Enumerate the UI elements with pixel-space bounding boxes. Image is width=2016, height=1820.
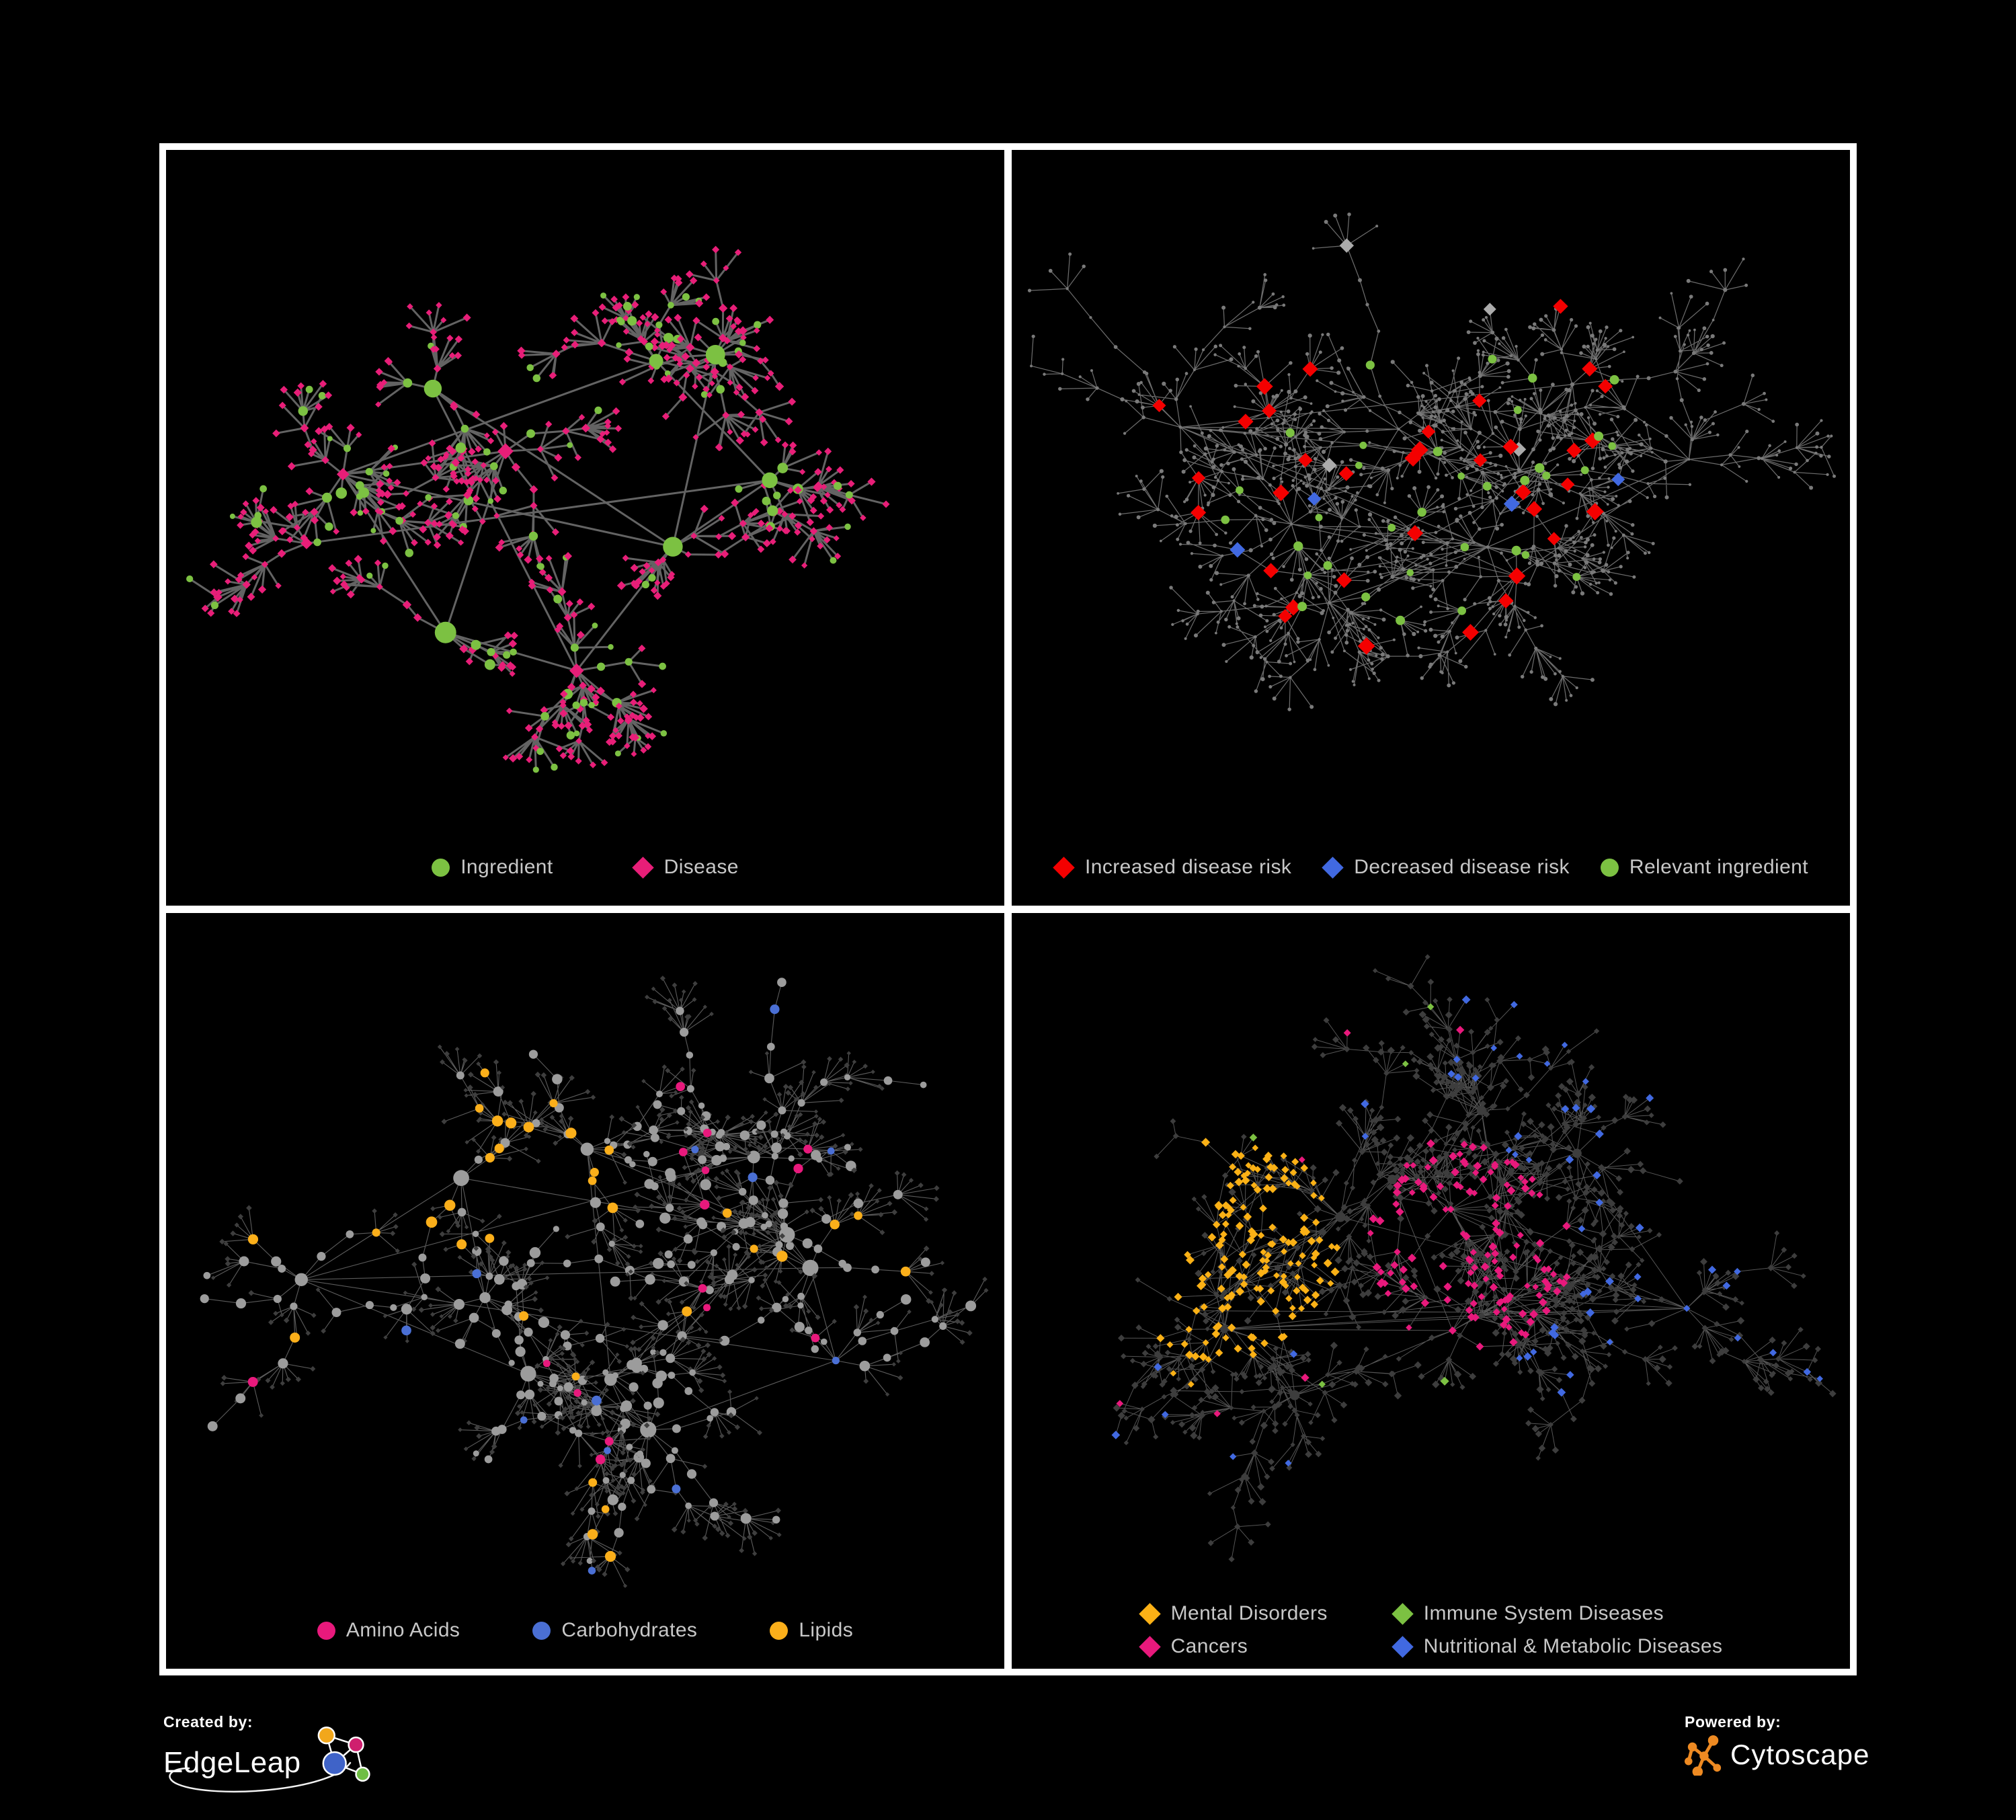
legend-item: Mental Disorders [1138, 1602, 1328, 1625]
legend-item: Cancers [1138, 1635, 1248, 1658]
powered-by-label: Powered by: [1685, 1713, 1781, 1731]
legend-marker-diamond-icon [631, 856, 654, 879]
legend-label: Amino Acids [346, 1619, 460, 1641]
legend-item: Ingredient [432, 856, 553, 879]
legend-label: Decreased disease risk [1354, 856, 1570, 878]
legend-item: Carbohydrates [532, 1619, 697, 1642]
cytoscape-credit: Powered by: Cytoscape [1685, 1713, 1869, 1776]
edgeleap-logo-icon [317, 1727, 370, 1782]
legend-nutrient-classes: Amino Acids Carbohydrates Lipids [166, 1619, 1004, 1642]
network-graph-ingredient-disease [186, 245, 890, 773]
edgeleap-logo: EdgeLeap [163, 1727, 378, 1792]
network-graph-disease-risk [1027, 212, 1837, 711]
legend-marker-circle-icon [317, 1621, 335, 1640]
legend-item: Amino Acids [317, 1619, 460, 1642]
cytoscape-logo: Cytoscape [1685, 1734, 1869, 1776]
panel-disease-classes: Mental Disorders Immune System Diseases Ca… [1012, 913, 1850, 1669]
legend-marker-diamond-icon [1138, 1635, 1161, 1658]
legend-marker-circle-icon [432, 858, 450, 877]
edgeleap-credit: Created by: EdgeLeap [163, 1713, 378, 1801]
legend-marker-circle-icon [532, 1621, 551, 1640]
panel-disease-risk: Increased disease risk Decreased disease … [1012, 150, 1850, 906]
legend-label: Relevant ingredient [1629, 856, 1808, 878]
legend-label: Cancers [1170, 1635, 1248, 1657]
legend-label: Immune System Diseases [1423, 1602, 1664, 1624]
network-graph-disease-classes [1111, 954, 1837, 1562]
legend-item: Nutritional & Metabolic Diseases [1391, 1635, 1723, 1658]
legend-disease-risk: Increased disease risk Decreased disease … [1012, 856, 1850, 879]
legend-label: Disease [663, 856, 739, 878]
legend-item: Immune System Diseases [1391, 1602, 1664, 1625]
legend-marker-diamond-icon [1053, 856, 1075, 879]
panel-ingredient-disease: Ingredient Disease [166, 150, 1004, 906]
cytoscape-logo-icon [1685, 1735, 1722, 1776]
legend-item: Disease [631, 856, 739, 879]
legend-label: Nutritional & Metabolic Diseases [1423, 1635, 1723, 1657]
legend-marker-circle-icon [770, 1621, 789, 1640]
panel-grid: Ingredient Disease Increased disease risk… [159, 143, 1857, 1675]
legend-marker-diamond-icon [1322, 856, 1344, 879]
legend-label: Lipids [799, 1619, 854, 1641]
legend-marker-circle-icon [1600, 858, 1619, 877]
cytoscape-logo-text: Cytoscape [1730, 1739, 1870, 1770]
network-graph-nutrient-classes [200, 976, 989, 1588]
legend-item: Lipids [770, 1619, 853, 1642]
legend-marker-diamond-icon [1391, 1602, 1414, 1625]
legend-label: Carbohydrates [561, 1619, 698, 1641]
legend-marker-diamond-icon [1138, 1602, 1161, 1625]
legend-marker-diamond-icon [1391, 1635, 1414, 1658]
created-by-label: Created by: [163, 1713, 253, 1731]
legend-label: Increased disease risk [1085, 856, 1292, 878]
legend-ingredient-disease: Ingredient Disease [166, 856, 1004, 879]
legend-item: Relevant ingredient [1600, 856, 1808, 879]
panel-nutrient-classes: Amino Acids Carbohydrates Lipids [166, 913, 1004, 1669]
legend-item: Increased disease risk [1053, 856, 1291, 879]
legend-label: Ingredient [460, 856, 553, 878]
legend-label: Mental Disorders [1170, 1602, 1328, 1624]
legend-item: Decreased disease risk [1322, 856, 1570, 879]
edgeleap-swoosh-icon [169, 1762, 352, 1793]
legend-disease-classes: Mental Disorders Immune System Diseases Ca… [1012, 1602, 1850, 1658]
edgeleap-logo-text: EdgeLeap [163, 1746, 301, 1779]
